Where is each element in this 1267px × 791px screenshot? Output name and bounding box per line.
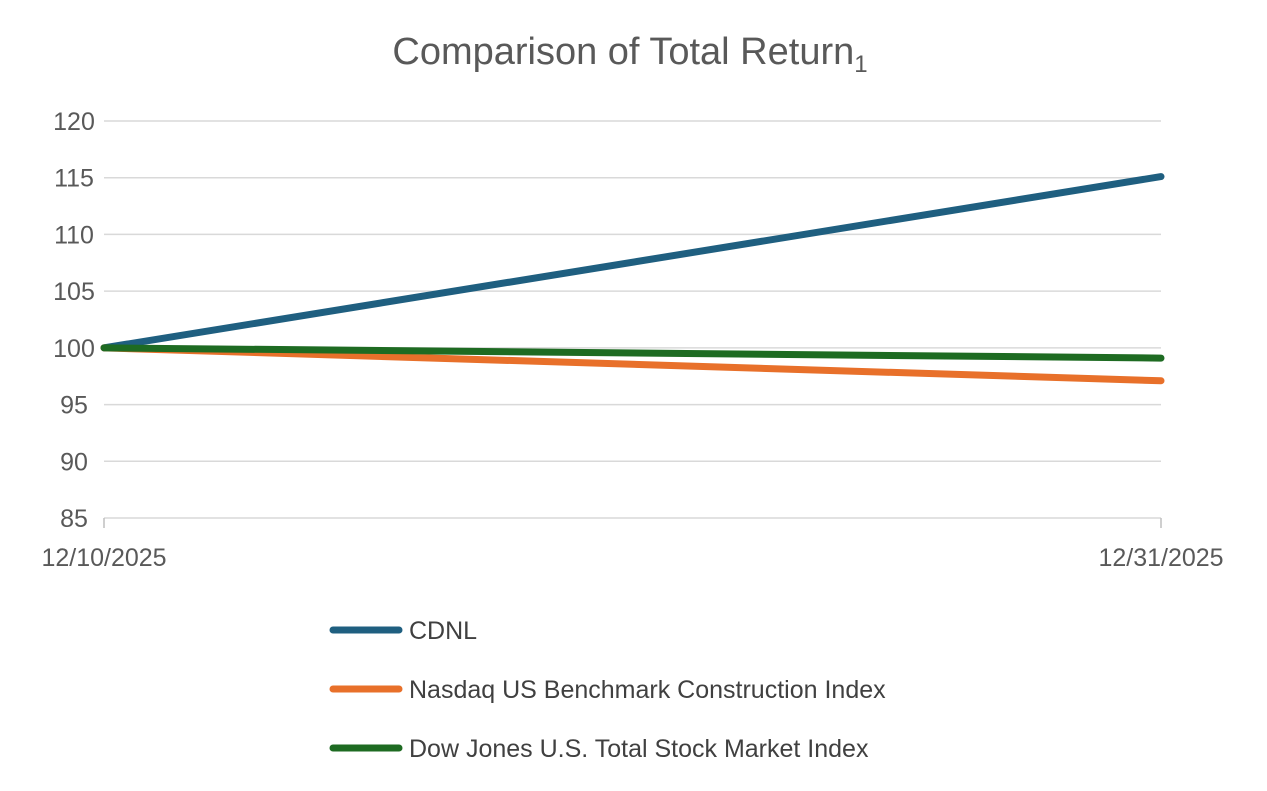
- chart-title-subscript: 1: [854, 51, 867, 78]
- x-tick-label: 12/31/2025: [1098, 544, 1223, 572]
- y-tick-label: 105: [53, 278, 95, 306]
- series-line-1: [100, 173, 1165, 352]
- series-line-3: [100, 344, 1165, 362]
- series-lines: [100, 173, 1165, 385]
- axes: 85 90 95 100 105 110 115 120 12/10/2025 12/31/202…: [41, 108, 1223, 572]
- y-tick-label: 100: [53, 335, 95, 363]
- chart-title-text: Comparison of Total Return: [392, 31, 854, 73]
- legend-label: Dow Jones U.S. Total Stock Market Index: [409, 735, 869, 763]
- x-tick-label: 12/10/2025: [41, 544, 166, 572]
- y-tick-label: 95: [60, 392, 88, 420]
- y-tick-label: 110: [54, 221, 94, 249]
- y-tick-label: 120: [53, 108, 95, 136]
- legend: CDNL Nasdaq US Benchmark Construction Ind…: [329, 617, 886, 763]
- y-tick-label: 115: [54, 165, 94, 193]
- legend-label: Nasdaq US Benchmark Construction Index: [409, 676, 886, 704]
- y-tick-label: 90: [60, 448, 88, 476]
- y-tick-label: 85: [60, 505, 88, 533]
- legend-label: CDNL: [409, 617, 477, 645]
- chart-title: Comparison of Total Return1: [392, 31, 867, 78]
- series-line-2: [100, 344, 1165, 385]
